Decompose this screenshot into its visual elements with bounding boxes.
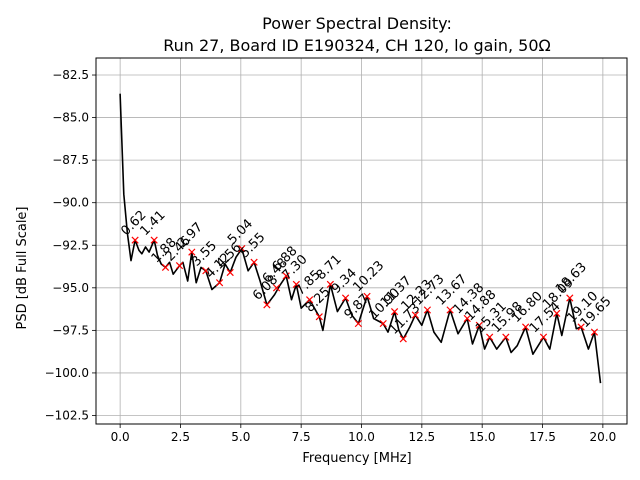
y-tick-label: −92.5	[52, 238, 89, 252]
x-tick-label: 12.5	[408, 430, 435, 444]
y-tick-label: −97.5	[52, 323, 89, 337]
peak-marker	[272, 284, 281, 292]
y-tick-label: −95.0	[52, 281, 89, 295]
x-tick-label: 2.5	[171, 430, 190, 444]
x-tick-label: 0.0	[111, 430, 130, 444]
y-tick-label: −100.0	[45, 366, 89, 380]
peak-marker	[238, 245, 246, 253]
peak-marker	[354, 319, 362, 328]
y-axis-label: PSD [dB Full Scale]	[15, 206, 30, 329]
y-tick-label: −87.5	[52, 153, 89, 167]
peak-marker	[363, 292, 371, 300]
y-tick-label: −82.5	[52, 68, 89, 82]
peak-marker	[215, 279, 224, 287]
peak-marker	[263, 301, 271, 309]
peak-marker	[539, 333, 548, 341]
y-tick-label: −90.0	[52, 196, 89, 210]
peak-marker	[577, 323, 585, 331]
x-tick-label: 15.0	[469, 430, 496, 444]
peak-marker	[282, 272, 290, 280]
y-tick-label: −85.0	[52, 111, 89, 125]
x-tick-label: 5.0	[231, 430, 250, 444]
grid	[96, 58, 627, 424]
chart-title-line-1: Power Spectral Density:	[262, 14, 452, 33]
x-tick-label: 17.5	[529, 430, 556, 444]
peak-marker	[150, 236, 158, 244]
peak-marker	[131, 236, 139, 244]
chart-title-line-2: Run 27, Board ID E190324, CH 120, lo gai…	[163, 36, 551, 55]
peak-marker	[486, 333, 494, 341]
peak-marker	[411, 311, 419, 319]
peak-marker	[161, 263, 170, 272]
peak-marker	[341, 294, 350, 302]
peak-marker	[226, 268, 234, 277]
peak-marker	[553, 309, 561, 317]
peak-marker	[292, 280, 300, 289]
peak-marker	[502, 333, 510, 341]
peak-marker	[326, 280, 334, 289]
peak-marker	[305, 296, 314, 304]
peak-marker	[463, 314, 471, 323]
x-tick-label: 10.0	[348, 430, 375, 444]
peak-markers	[131, 236, 599, 343]
y-axis-ticks: −102.5 −100.0 −97.5 −95.0 −92.5 −90.0 −87.5 −85…	[45, 68, 96, 422]
peak-marker	[590, 328, 599, 336]
peak-marker	[390, 308, 399, 316]
peak-marker	[202, 267, 210, 275]
peak-marker	[188, 248, 196, 256]
peak-marker	[475, 321, 483, 329]
peak-marker	[175, 262, 184, 270]
x-tick-label: 20.0	[590, 430, 617, 444]
peak-marker	[423, 306, 432, 314]
peak-marker	[379, 319, 387, 328]
peak-marker	[566, 294, 574, 302]
peak-marker	[446, 306, 454, 314]
peak-marker	[250, 258, 258, 266]
peak-marker	[522, 323, 530, 331]
peak-marker	[399, 335, 407, 343]
x-axis-ticks: 0.0 2.5 5.0 7.5 10.0 12.5 15.0 17.5 20.0	[111, 424, 617, 444]
x-tick-label: 7.5	[292, 430, 311, 444]
peak-marker	[315, 313, 323, 321]
x-axis-label: Frequency [MHz]	[302, 451, 411, 466]
y-tick-label: −102.5	[45, 408, 89, 422]
